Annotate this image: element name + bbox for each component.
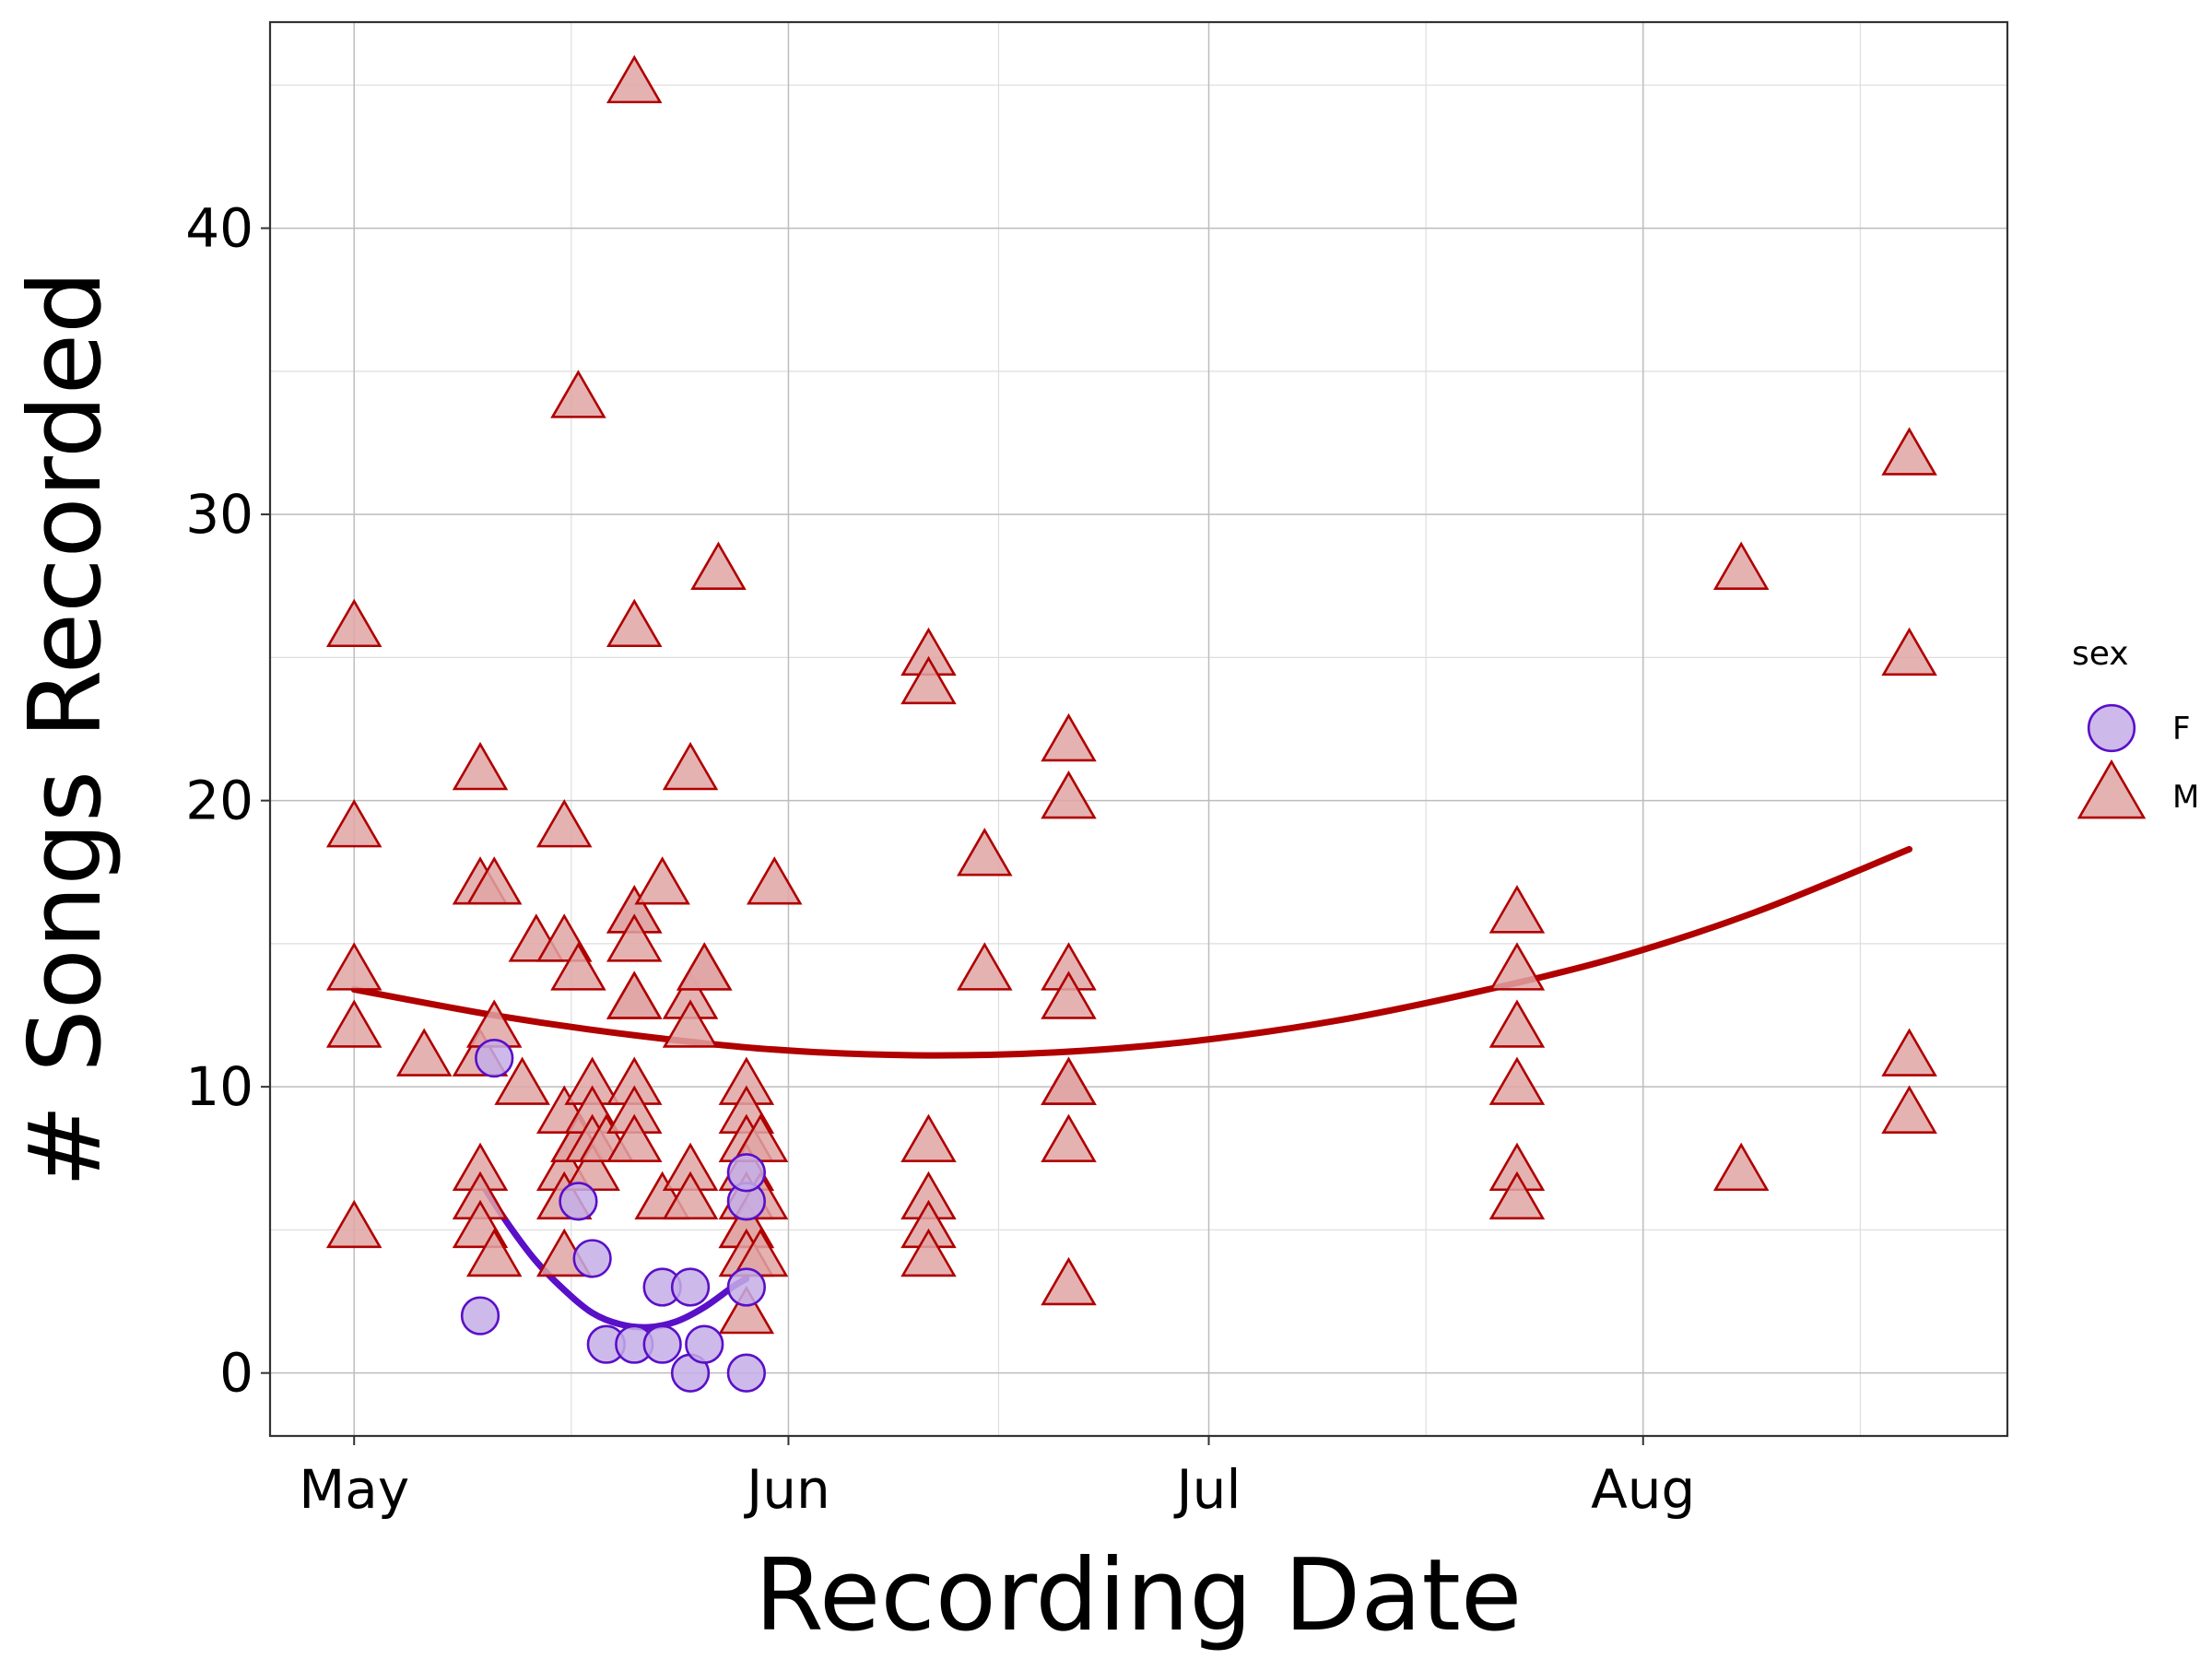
point-M: [1041, 1256, 1097, 1306]
point-M: [1712, 1142, 1770, 1192]
trend-lines: [350, 845, 1913, 1331]
y-axis: 0 10 20 30 40: [185, 197, 270, 1405]
point-M: [1712, 541, 1770, 590]
point-M: [325, 1199, 382, 1249]
y-tick-label: 10: [185, 1055, 253, 1118]
point-M: [606, 971, 663, 1019]
x-axis: May Jun Jul Aug: [299, 1436, 1695, 1521]
point-F: [460, 1296, 500, 1335]
point-M: [1041, 1056, 1097, 1105]
point-F: [559, 1182, 598, 1221]
trend-line-M: [350, 845, 1913, 1059]
legend-key-M: [2077, 759, 2147, 819]
point-M: [325, 999, 382, 1048]
legend-items: FM: [2077, 703, 2199, 819]
point-M: [494, 1056, 550, 1105]
x-tick-label: May: [299, 1458, 409, 1521]
point-M: [1488, 942, 1546, 991]
point-M: [957, 828, 1013, 877]
point-M: [325, 598, 382, 648]
point-F: [572, 1239, 612, 1278]
point-M: [1488, 999, 1546, 1048]
legend-label-F: F: [2172, 711, 2191, 747]
point-F: [685, 1324, 724, 1364]
point-F: [726, 1267, 766, 1307]
point-M: [1881, 1028, 1937, 1077]
point-M: [1041, 1113, 1097, 1162]
point-M: [900, 1228, 957, 1277]
point-M: [606, 913, 663, 962]
y-tick-label: 40: [185, 197, 253, 260]
point-M: [634, 856, 690, 905]
point-F: [726, 1153, 766, 1193]
legend-key-F: [2087, 703, 2136, 753]
y-tick-label: 0: [219, 1342, 253, 1405]
point-M: [1881, 427, 1937, 476]
point-M: [1488, 885, 1546, 934]
point-M: [535, 799, 593, 848]
point-M: [606, 54, 663, 104]
point-M: [662, 999, 719, 1048]
y-axis-title: # Songs Recorded: [8, 270, 124, 1187]
point-M: [1488, 1056, 1546, 1105]
trend-line-F: [477, 1178, 750, 1331]
point-M: [395, 1028, 453, 1077]
x-tick-label: Jun: [744, 1458, 830, 1521]
point-M: [662, 741, 719, 791]
point-M: [452, 741, 509, 791]
point-F: [670, 1267, 711, 1307]
plot-background: [270, 22, 2007, 1436]
legend-label-M: M: [2172, 779, 2199, 816]
point-M: [1881, 627, 1937, 677]
point-M: [465, 1228, 523, 1277]
point-M: [747, 856, 803, 905]
point-M: [1881, 1085, 1937, 1134]
point-M: [325, 942, 382, 991]
point-M: [550, 942, 606, 991]
point-M: [957, 942, 1013, 991]
point-M: [900, 1113, 957, 1162]
point-M: [690, 541, 747, 590]
y-tick-label: 30: [185, 483, 253, 546]
major-gridlines: [270, 22, 2007, 1436]
point-F: [726, 1353, 766, 1393]
plot-border: [268, 20, 2009, 1438]
point-M: [676, 942, 733, 991]
point-M: [606, 1113, 663, 1162]
point-M: [1041, 770, 1097, 819]
point-F: [642, 1324, 682, 1364]
point-M: [1488, 1171, 1546, 1220]
point-M: [465, 856, 523, 905]
point-F: [475, 1038, 514, 1078]
x-tick-label: Jul: [1174, 1458, 1241, 1521]
point-M: [900, 655, 957, 705]
x-axis-title: Recording Date: [755, 1538, 1523, 1653]
x-tick-label: Aug: [1591, 1458, 1695, 1521]
legend-title: sex: [2072, 635, 2129, 673]
point-M: [550, 370, 606, 418]
point-M: [606, 598, 663, 648]
point-M: [718, 1285, 775, 1335]
point-M: [1041, 971, 1097, 1019]
point-M: [1041, 712, 1097, 762]
legend: sex FM: [2072, 635, 2199, 819]
data-points: [325, 54, 1937, 1393]
point-M: [662, 1171, 719, 1220]
point-M: [325, 799, 382, 848]
y-tick-label: 20: [185, 770, 253, 832]
